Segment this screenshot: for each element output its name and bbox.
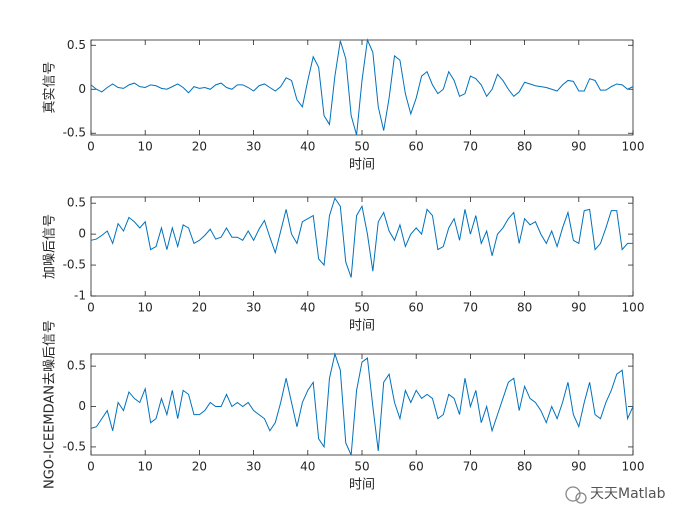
- x-tick-label: 10: [138, 301, 153, 315]
- axes-box: [90, 353, 634, 456]
- x-tick-label: 20: [192, 301, 207, 315]
- x-axis-label: 时间: [349, 158, 375, 173]
- x-tick-label: 90: [571, 301, 586, 315]
- x-tick-label: 60: [409, 460, 424, 474]
- x-tick-label: 40: [300, 140, 315, 154]
- x-axis-label: 时间: [349, 319, 375, 334]
- y-tick-label: 0: [78, 399, 86, 413]
- x-tick-label: 50: [354, 301, 369, 315]
- x-tick-label: 30: [246, 460, 261, 474]
- watermark-icon: [565, 486, 587, 504]
- y-tick-label: -0.5: [63, 439, 86, 453]
- x-tick-label: 10: [138, 140, 153, 154]
- x-tick-label: 70: [463, 460, 478, 474]
- x-tick-label: 80: [517, 140, 532, 154]
- x-tick-label: 20: [192, 140, 207, 154]
- x-tick-label: 40: [300, 301, 315, 315]
- y-tick-label: 0.5: [67, 196, 86, 210]
- x-tick-label: 70: [463, 301, 478, 315]
- y-tick-label: 0: [78, 227, 86, 241]
- x-tick-label: 30: [246, 140, 261, 154]
- x-axis-label: 时间: [349, 478, 375, 493]
- x-tick-label: 40: [300, 460, 315, 474]
- axes-box: [90, 39, 634, 136]
- x-tick-label: 0: [87, 140, 95, 154]
- x-tick-label: 50: [354, 140, 369, 154]
- y-tick-label: -0.5: [63, 126, 86, 140]
- x-tick-label: 90: [571, 140, 586, 154]
- x-tick-label: 100: [622, 460, 645, 474]
- x-tick-label: 80: [517, 460, 532, 474]
- signal-line: [90, 352, 634, 456]
- y-axis-label: 加噪后信号: [43, 214, 58, 279]
- x-tick-label: 80: [517, 301, 532, 315]
- x-tick-label: 60: [409, 301, 424, 315]
- x-tick-label: 100: [622, 301, 645, 315]
- y-axis-label: NGO-ICEEMDAN去噪后信号: [43, 320, 58, 489]
- y-axis-label: 真实信号: [43, 61, 58, 113]
- y-tick-label: -0.5: [63, 258, 86, 272]
- x-tick-label: 20: [192, 460, 207, 474]
- y-tick-label: 0.5: [67, 359, 86, 373]
- signal-line: [90, 197, 633, 278]
- x-tick-label: 0: [87, 460, 95, 474]
- y-tick-label: 0.5: [67, 38, 86, 52]
- watermark: 天天Matlab: [590, 486, 666, 502]
- x-tick-label: 50: [354, 460, 369, 474]
- x-tick-label: 0: [87, 301, 95, 315]
- axes-box: [90, 196, 634, 297]
- x-tick-label: 70: [463, 140, 478, 154]
- signal-line: [90, 38, 634, 136]
- x-tick-label: 90: [571, 460, 586, 474]
- x-tick-label: 10: [138, 460, 153, 474]
- y-tick-label: 0: [78, 82, 86, 96]
- y-tick-label: -1: [74, 289, 86, 303]
- x-tick-label: 60: [409, 140, 424, 154]
- x-tick-label: 100: [622, 140, 645, 154]
- x-tick-label: 30: [246, 301, 261, 315]
